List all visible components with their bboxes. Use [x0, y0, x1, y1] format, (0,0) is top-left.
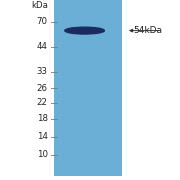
Ellipse shape — [65, 27, 104, 34]
Text: kDa: kDa — [31, 1, 48, 10]
Text: 26: 26 — [37, 84, 48, 93]
Text: 18: 18 — [37, 114, 48, 123]
Text: 44: 44 — [37, 42, 48, 51]
Text: 54kDa: 54kDa — [133, 26, 162, 35]
Text: 10: 10 — [37, 150, 48, 159]
Bar — [54, 0, 122, 176]
Text: 22: 22 — [37, 98, 48, 107]
Text: 70: 70 — [37, 17, 48, 26]
Text: 14: 14 — [37, 132, 48, 141]
Text: 33: 33 — [37, 68, 48, 76]
